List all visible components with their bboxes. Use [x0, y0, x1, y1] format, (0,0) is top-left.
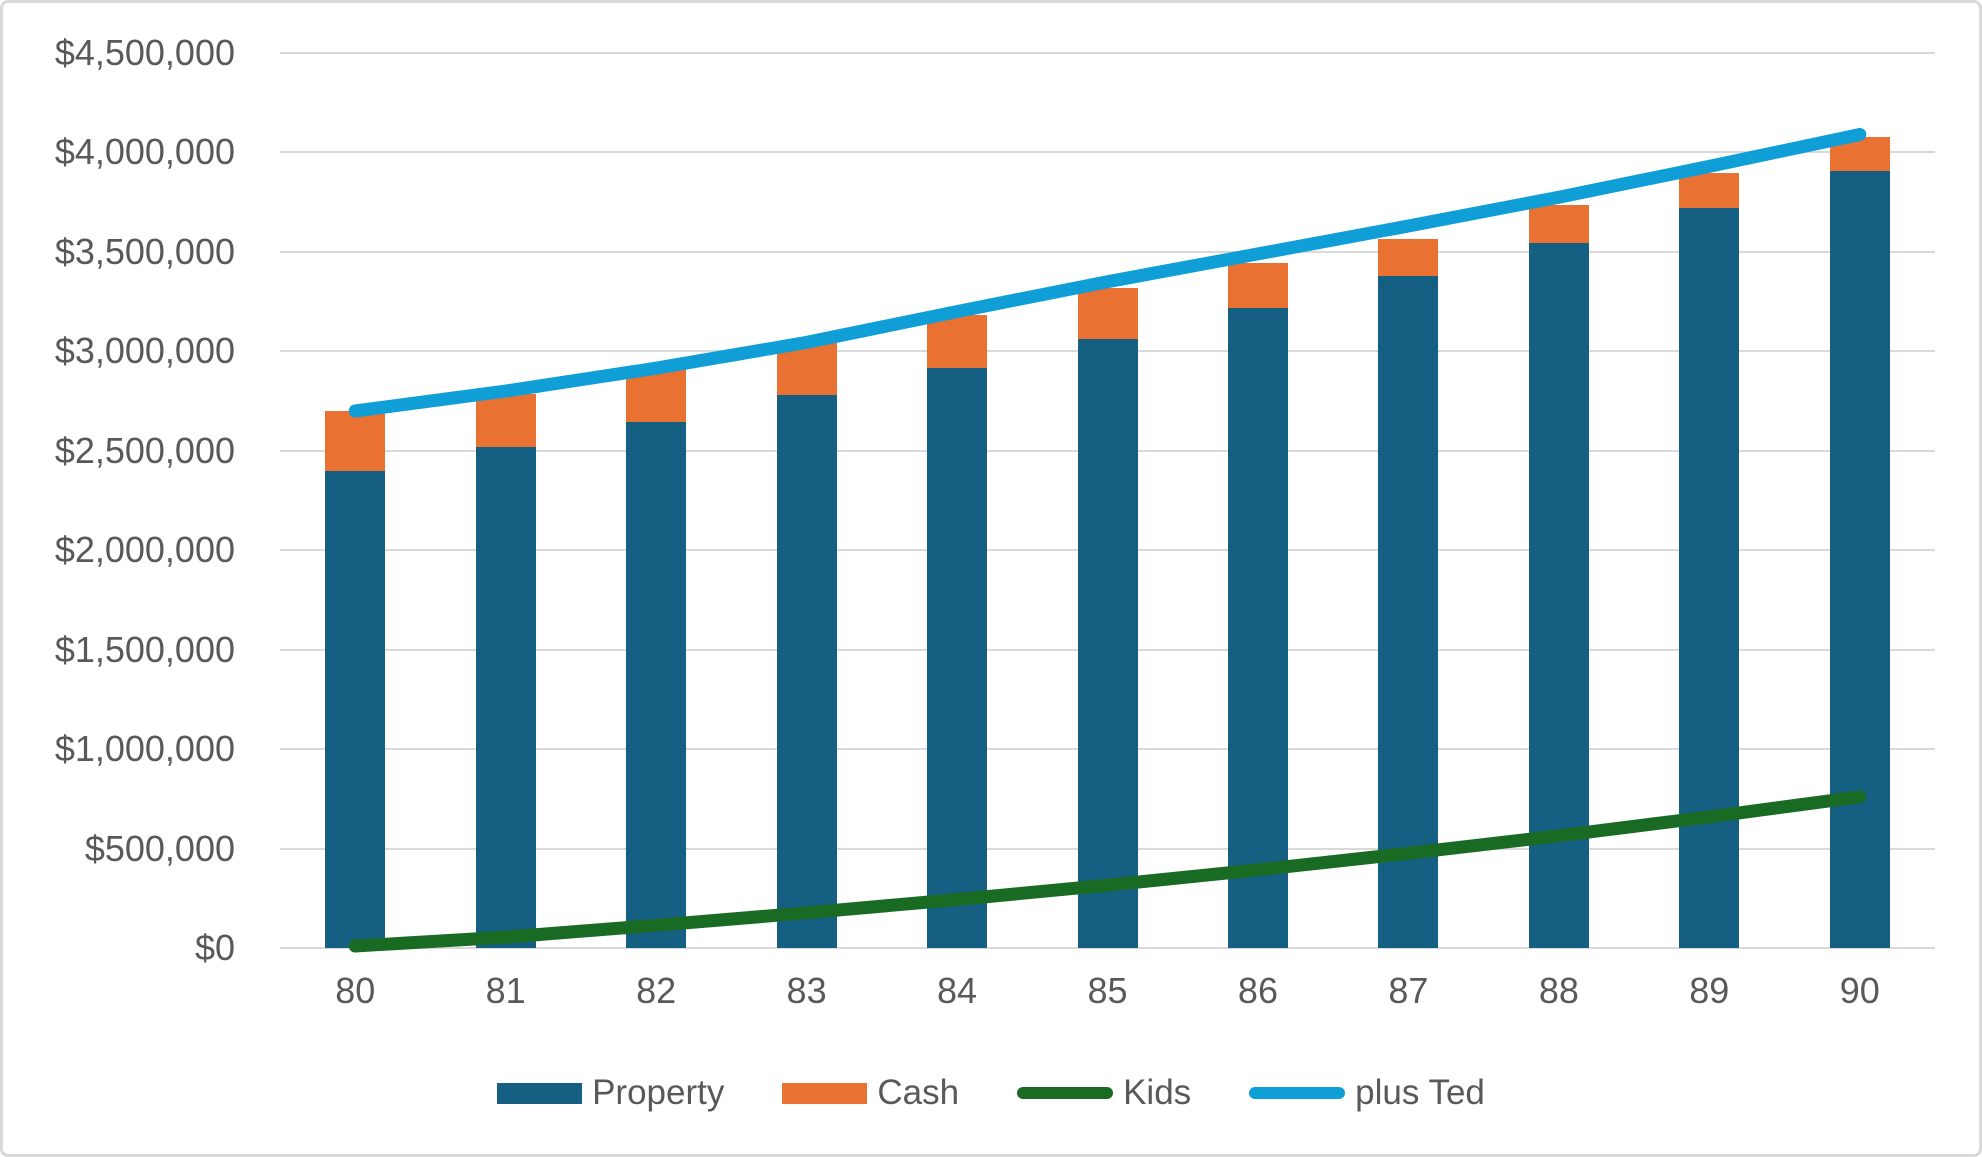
legend-swatch-rect-icon [497, 1082, 583, 1104]
bar-segment-cash [1378, 238, 1439, 277]
y-axis-tick-label: $1,500,000 [54, 628, 235, 670]
bar-segment-property [1227, 308, 1288, 948]
x-axis-tick-label: 90 [1839, 970, 1880, 1011]
legend-item-property: Property [497, 1073, 724, 1113]
y-axis-tick-label: $0 [194, 927, 235, 968]
bar-segment-property [776, 395, 837, 948]
bar-segment-cash [776, 342, 837, 396]
bar-segment-property [1077, 338, 1138, 948]
y-axis-tick-label: $2,000,000 [54, 529, 235, 571]
bar-segment-cash [1829, 136, 1890, 171]
y-axis-tick-label: $1,000,000 [54, 728, 235, 770]
bar-segment-property [927, 367, 988, 948]
legend-item-plus-ted: plus Ted [1249, 1073, 1485, 1113]
bar-segment-property [1679, 207, 1740, 948]
x-axis-tick-label: 82 [636, 970, 677, 1011]
bar-segment-cash [1679, 172, 1740, 208]
legend-item-cash: Cash [782, 1073, 959, 1113]
x-axis-tick-label: 89 [1689, 970, 1730, 1011]
y-axis-tick-label: $4,000,000 [54, 131, 235, 173]
x-axis-tick-label: 81 [485, 970, 526, 1011]
bar-segment-cash [475, 394, 536, 447]
legend-label: Cash [877, 1073, 960, 1112]
chart-legend: Property Cash Kids plus Ted [3, 1069, 1979, 1117]
gridline [280, 151, 1935, 154]
x-axis-tick-label: 83 [786, 970, 827, 1011]
y-axis-tick-label: $4,500,000 [54, 32, 235, 73]
legend-label: Property [592, 1073, 725, 1112]
bar-segment-cash [626, 368, 687, 422]
bar-segment-cash [1227, 262, 1288, 309]
bar-segment-cash [1077, 288, 1138, 339]
x-axis-tick-label: 84 [937, 970, 978, 1011]
y-axis-tick-label: $3,000,000 [54, 330, 235, 372]
y-axis-tick-label: $2,500,000 [54, 429, 235, 471]
x-axis-tick-label: 80 [335, 970, 376, 1011]
bar-segment-cash [325, 411, 386, 471]
legend-label: plus Ted [1355, 1073, 1485, 1112]
bar-segment-cash [927, 315, 988, 368]
legend-swatch-line-icon [1017, 1087, 1114, 1099]
x-axis-tick-label: 87 [1388, 970, 1429, 1011]
bar-segment-property [1829, 170, 1890, 948]
legend-item-kids: Kids [1017, 1073, 1191, 1113]
bar-segment-property [475, 446, 536, 948]
x-axis-tick-label: 88 [1538, 970, 1579, 1011]
bar-segment-property [1378, 276, 1439, 948]
bar-segment-property [626, 421, 687, 948]
gridline [280, 52, 1935, 54]
x-axis-tick-label: 85 [1087, 970, 1128, 1011]
legend-swatch-rect-icon [782, 1082, 868, 1104]
bar-segment-property [1528, 242, 1589, 948]
bar-segment-property [325, 470, 386, 948]
legend-label: Kids [1123, 1073, 1192, 1112]
y-axis-tick-label: $3,500,000 [54, 230, 235, 272]
x-axis-tick-label: 86 [1237, 970, 1278, 1011]
legend-swatch-line-icon [1249, 1087, 1346, 1099]
y-axis-tick-label: $500,000 [84, 827, 235, 869]
bar-segment-cash [1528, 204, 1589, 243]
